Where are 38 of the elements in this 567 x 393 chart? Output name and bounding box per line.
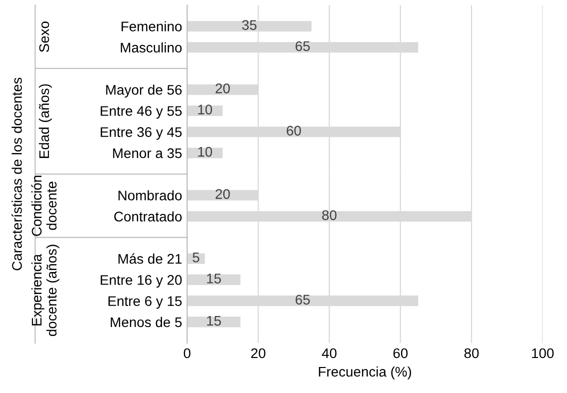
data-label: 10 <box>198 146 212 157</box>
y-tick-label: Masculino <box>120 42 182 53</box>
y-axis-title: Experiencia docente (años) <box>31 244 60 336</box>
data-label: 10 <box>198 104 212 114</box>
y-tick-label: Entre 36 y 45 <box>100 127 182 140</box>
y-axis-title: Sexo <box>39 22 50 52</box>
y-tick-label: Menos de 5 <box>110 316 182 328</box>
data-label: 20 <box>216 83 230 94</box>
x-tick-label: 40 <box>322 348 336 358</box>
y-tick-label: Contratado <box>114 211 182 222</box>
y-tick-label: Entre 6 y 15 <box>108 296 182 309</box>
data-label: 80 <box>322 210 336 220</box>
bar <box>187 274 240 285</box>
x-tick-label: 0 <box>184 348 190 358</box>
data-label: 15 <box>207 274 221 284</box>
data-label: 15 <box>207 316 221 326</box>
y-tick-label: Mayor de 56 <box>106 84 182 98</box>
x-tick-label: 100 <box>532 348 554 358</box>
data-label: 5 <box>192 252 200 262</box>
y-tick-label: Más de 21 <box>118 253 182 264</box>
x-axis-title: Frecuencia (%) <box>318 366 412 380</box>
data-label: 60 <box>286 126 301 136</box>
data-label: 65 <box>296 294 310 305</box>
text: Características de los docentes <box>12 78 22 270</box>
x-tick-label: 60 <box>393 348 408 358</box>
data-label: 35 <box>242 20 256 30</box>
y-tick-label: Menor a 35 <box>113 148 182 158</box>
data-label: 65 <box>296 41 310 52</box>
y-tick-label: Femenino <box>122 21 182 32</box>
y-axis-title: Condición docente <box>31 176 57 236</box>
y-tick-label: Entre 46 y 55 <box>100 106 182 119</box>
bar <box>187 316 240 328</box>
y-axis-title: Edad (años) <box>38 84 52 158</box>
x-tick-label: 80 <box>464 348 479 358</box>
y-tick-label: Nombrado <box>118 190 182 200</box>
y-tick-label: Entre 16 y 20 <box>100 275 182 288</box>
x-tick-label: 20 <box>251 348 266 358</box>
data-label: 20 <box>216 189 230 199</box>
